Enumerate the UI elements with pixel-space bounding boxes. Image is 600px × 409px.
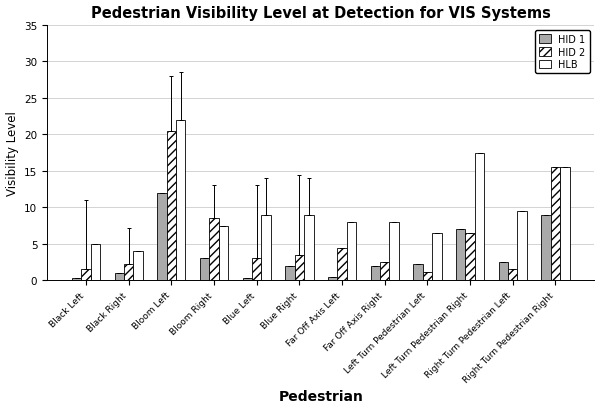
X-axis label: Pedestrian: Pedestrian [278, 389, 363, 403]
Bar [466, 234, 475, 281]
Bar [423, 272, 432, 281]
Bar [475, 153, 484, 281]
Bar [200, 259, 209, 281]
Bar [337, 248, 347, 281]
Bar [560, 168, 569, 281]
Bar [380, 263, 389, 281]
Bar [115, 274, 124, 281]
Bar [209, 219, 219, 281]
Legend: HID 1, HID 2, HLB: HID 1, HID 2, HLB [535, 31, 590, 74]
Bar [541, 215, 551, 281]
Bar [124, 265, 133, 281]
Bar [157, 193, 167, 281]
Bar [219, 226, 228, 281]
Y-axis label: Visibility Level: Visibility Level [5, 111, 19, 196]
Bar [262, 215, 271, 281]
Bar [551, 168, 560, 281]
Bar [389, 222, 399, 281]
Bar [242, 279, 252, 281]
Bar [499, 263, 508, 281]
Bar [82, 270, 91, 281]
Bar [295, 255, 304, 281]
Bar [413, 265, 423, 281]
Bar [91, 244, 100, 281]
Bar [517, 211, 527, 281]
Bar [508, 270, 517, 281]
Title: Pedestrian Visibility Level at Detection for VIS Systems: Pedestrian Visibility Level at Detection… [91, 6, 551, 20]
Bar [328, 277, 337, 281]
Bar [176, 121, 185, 281]
Bar [72, 279, 82, 281]
Bar [167, 131, 176, 281]
Bar [456, 230, 466, 281]
Bar [133, 252, 143, 281]
Bar [252, 259, 262, 281]
Bar [371, 266, 380, 281]
Bar [347, 222, 356, 281]
Bar [286, 266, 295, 281]
Bar [304, 215, 314, 281]
Bar [432, 234, 442, 281]
